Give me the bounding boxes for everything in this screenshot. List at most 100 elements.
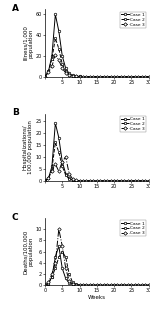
Case 2 — [144, 283, 146, 287]
Case 3 — [123, 283, 125, 287]
Case 3 — [48, 177, 49, 180]
Case 3 — [82, 283, 84, 287]
Case 2 — [85, 179, 87, 183]
Case 1 — [48, 69, 49, 73]
Case 3 — [120, 283, 122, 287]
Case 2 — [99, 179, 101, 183]
Case 3 — [61, 244, 63, 248]
Case 1 — [134, 179, 136, 183]
Case 1 — [51, 165, 53, 168]
Case 3 — [141, 179, 142, 183]
Text: B: B — [12, 108, 19, 117]
Case 3 — [144, 75, 146, 78]
Case 2 — [44, 179, 46, 183]
Case 1 — [123, 283, 125, 287]
Case 2 — [120, 283, 122, 287]
Case 3 — [99, 283, 101, 287]
Line: Case 2: Case 2 — [44, 37, 150, 78]
Case 3 — [85, 179, 87, 183]
Case 3 — [148, 283, 149, 287]
Case 2 — [51, 275, 53, 279]
Case 2 — [103, 75, 105, 78]
Case 3 — [99, 179, 101, 183]
Case 1 — [106, 283, 108, 287]
Line: Case 3: Case 3 — [44, 156, 150, 182]
Case 2 — [79, 283, 80, 287]
Case 3 — [134, 75, 136, 78]
Case 1 — [117, 75, 118, 78]
Case 1 — [113, 283, 115, 287]
Case 3 — [134, 179, 136, 183]
Case 2 — [117, 179, 118, 183]
Case 2 — [148, 179, 149, 183]
Case 1 — [144, 75, 146, 78]
Case 3 — [134, 283, 136, 287]
Case 3 — [75, 179, 77, 182]
Case 1 — [65, 172, 67, 175]
X-axis label: Weeks: Weeks — [88, 295, 106, 300]
Case 2 — [72, 178, 74, 182]
Case 2 — [65, 173, 67, 177]
Case 1 — [120, 283, 122, 287]
Case 2 — [61, 62, 63, 66]
Case 2 — [141, 283, 142, 287]
Case 2 — [127, 283, 129, 287]
Case 1 — [75, 283, 77, 287]
Case 1 — [106, 179, 108, 183]
Case 1 — [82, 179, 84, 183]
Case 2 — [68, 73, 70, 76]
Case 2 — [85, 75, 87, 78]
Case 1 — [148, 283, 149, 287]
Case 2 — [58, 255, 60, 259]
Case 3 — [82, 179, 84, 183]
Case 2 — [44, 75, 46, 78]
Case 1 — [137, 283, 139, 287]
Case 1 — [134, 283, 136, 287]
Case 3 — [44, 179, 46, 183]
Case 3 — [54, 53, 56, 57]
Case 1 — [85, 75, 87, 78]
Case 1 — [48, 177, 49, 180]
Case 3 — [137, 75, 139, 78]
Case 2 — [65, 69, 67, 73]
Case 1 — [89, 179, 91, 183]
Case 2 — [75, 282, 77, 286]
Case 3 — [79, 75, 80, 78]
Case 2 — [123, 283, 125, 287]
Case 3 — [72, 74, 74, 78]
Case 3 — [82, 75, 84, 78]
Case 1 — [106, 75, 108, 78]
Case 3 — [51, 272, 53, 276]
Case 3 — [148, 179, 149, 183]
Y-axis label: Illness/1,000
population: Illness/1,000 population — [23, 25, 33, 60]
Y-axis label: Deaths/100,000
population: Deaths/100,000 population — [23, 229, 33, 274]
Case 3 — [44, 75, 46, 78]
Case 1 — [117, 283, 118, 287]
Case 1 — [72, 178, 74, 182]
Case 3 — [103, 179, 105, 183]
Case 2 — [137, 283, 139, 287]
Case 3 — [48, 71, 49, 74]
Case 3 — [96, 179, 98, 183]
Case 1 — [148, 179, 149, 183]
Case 3 — [106, 283, 108, 287]
Case 3 — [130, 75, 132, 78]
Case 1 — [75, 74, 77, 78]
Case 2 — [61, 165, 63, 168]
Case 3 — [130, 179, 132, 183]
Case 3 — [144, 283, 146, 287]
Case 3 — [123, 75, 125, 78]
Case 2 — [92, 283, 94, 287]
Case 1 — [99, 283, 101, 287]
Case 1 — [113, 179, 115, 183]
Case 2 — [54, 140, 56, 144]
Case 1 — [103, 179, 105, 183]
Case 2 — [148, 283, 149, 287]
Case 2 — [120, 75, 122, 78]
Case 1 — [65, 277, 67, 280]
Case 1 — [103, 283, 105, 287]
Case 1 — [130, 283, 132, 287]
Case 1 — [75, 179, 77, 182]
Case 1 — [110, 75, 111, 78]
Case 1 — [79, 283, 80, 287]
